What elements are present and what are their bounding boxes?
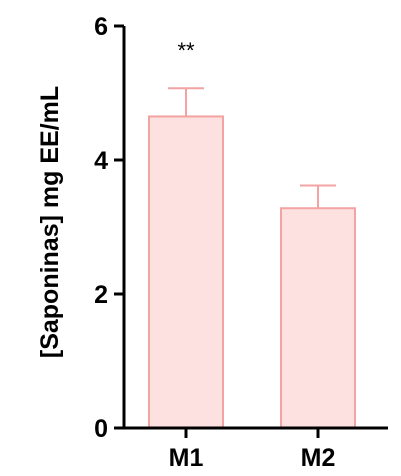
y-axis-label: [Saponinas] mg EE/mL <box>36 86 64 358</box>
bar-m1 <box>148 115 224 429</box>
significance-label: ** <box>177 38 195 63</box>
x-tick-label-m2: M2 <box>301 444 336 472</box>
bar-m2 <box>280 207 356 429</box>
y-tick-label: 4 <box>94 147 108 175</box>
y-tick-label: 0 <box>94 415 108 443</box>
x-tick-label-m1: M1 <box>169 444 204 472</box>
bars-group <box>148 87 356 429</box>
y-tick-label: 2 <box>94 281 108 309</box>
y-tick-label: 6 <box>94 13 108 41</box>
axes-group: 0 2 4 6 M1 ** M2 <box>94 13 388 472</box>
